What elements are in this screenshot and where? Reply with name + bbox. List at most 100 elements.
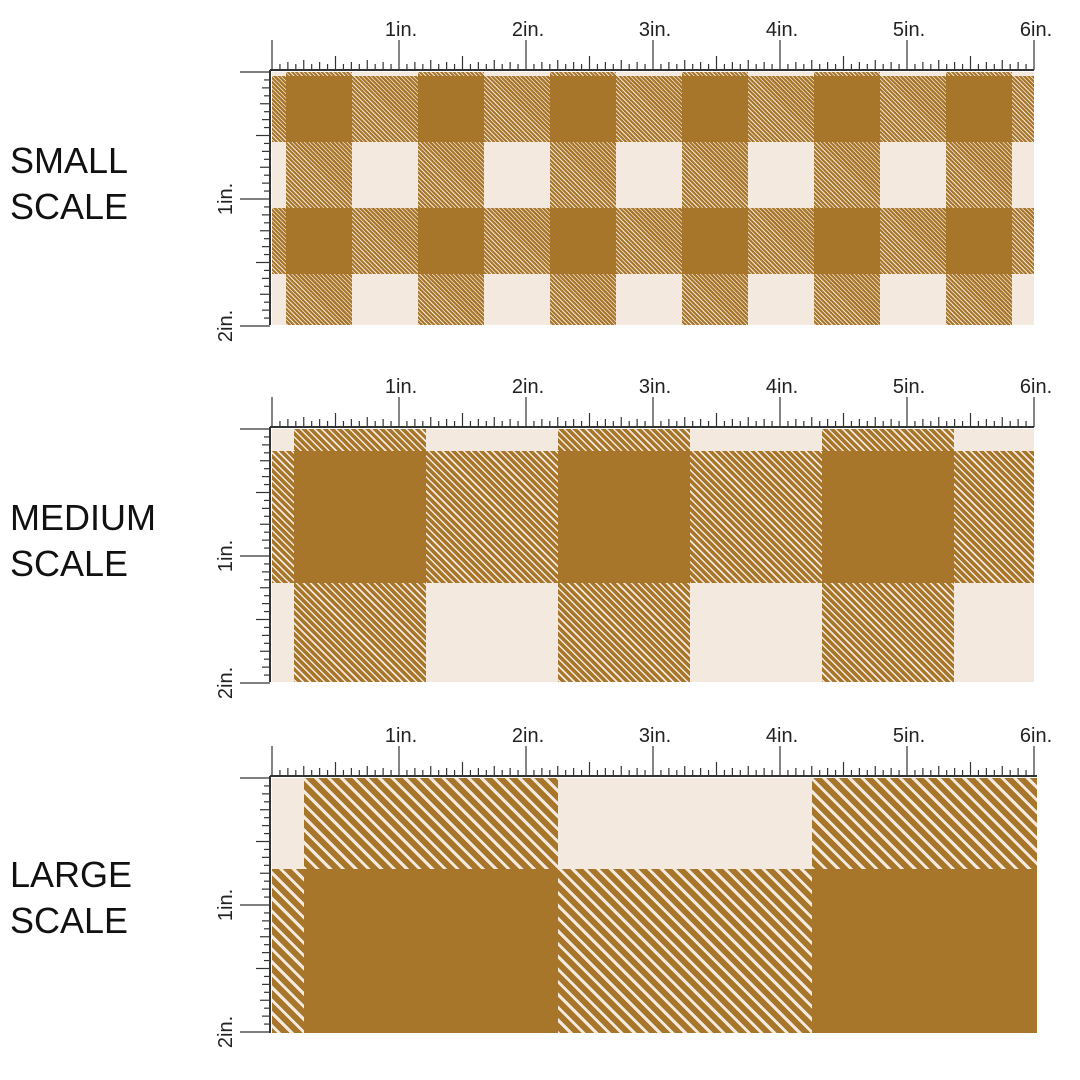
ruler-left-label: 2in. [215, 310, 237, 342]
check-square-striped [557, 429, 691, 452]
ruler-top-label: 4in. [766, 19, 798, 41]
check-square-solid [285, 75, 353, 143]
check-square-solid [682, 75, 750, 143]
ruler-top-label: 5in. [893, 19, 925, 41]
check-square-striped [272, 207, 287, 275]
ruler-left-label: 1in. [215, 183, 237, 215]
check-square-solid [418, 75, 486, 143]
check-square-striped [946, 273, 1014, 325]
ruler-top-label: 4in. [766, 725, 798, 747]
ruler-top-label: 4in. [766, 376, 798, 398]
check-square-cream [557, 778, 813, 871]
check-square-solid [821, 450, 955, 584]
scale-section-medium: MEDIUM SCALE 1in. 2in. 3in. 4in. 5in. 6in. 1in… [0, 357, 1080, 712]
ruler-top-label: 5in. [893, 376, 925, 398]
check-square-striped [484, 207, 552, 275]
check-square-striped [814, 72, 882, 77]
check-square-cream [425, 429, 559, 452]
check-square-striped [293, 582, 427, 682]
fabric-swatch-small [272, 72, 1034, 325]
check-square-cream [272, 141, 287, 209]
check-square-striped [814, 273, 882, 325]
check-square-cream [1012, 72, 1034, 77]
check-square-striped [272, 75, 287, 143]
check-square-cream [616, 141, 684, 209]
check-square-striped [285, 141, 353, 209]
check-square-solid [814, 75, 882, 143]
scale-label-line1: SMALL [10, 140, 129, 181]
ruler-large: 1in. 2in. 3in. 4in. 5in. 6in. 1in. 2in. [215, 725, 1052, 1048]
ruler-top-label: 1in. [385, 19, 417, 41]
check-square-solid [550, 207, 618, 275]
ruler-left-label: 2in. [215, 667, 237, 699]
ruler-left-label: 1in. [215, 889, 237, 921]
check-square-solid [946, 207, 1014, 275]
check-square-striped [285, 273, 353, 325]
check-square-solid [418, 207, 486, 275]
ruler-top-label: 6in. [1020, 19, 1052, 41]
ruler-top-label: 3in. [639, 19, 671, 41]
check-square-cream [352, 72, 420, 77]
scale-label-line2: SCALE [10, 900, 129, 941]
check-square-cream [880, 273, 948, 325]
check-square-solid [303, 869, 559, 1033]
check-square-striped [1012, 207, 1034, 275]
check-square-striped [946, 141, 1014, 209]
check-square-cream [1012, 141, 1034, 209]
check-square-cream [484, 72, 552, 77]
ruler-small: 1in. 2in. 3in. 4in. 5in. 6in. 1in. 2in. [215, 19, 1052, 342]
check-square-cream [425, 582, 559, 682]
check-square-cream [484, 141, 552, 209]
check-square-striped [689, 450, 823, 584]
check-square-striped [748, 75, 816, 143]
check-square-striped [550, 141, 618, 209]
check-square-cream [953, 429, 1034, 452]
check-square-striped [293, 429, 427, 452]
check-square-striped [550, 273, 618, 325]
check-square-cream [689, 582, 823, 682]
check-square-striped [550, 72, 618, 77]
check-square-striped [821, 429, 955, 452]
check-square-cream [616, 273, 684, 325]
check-square-striped [821, 582, 955, 682]
fabric-swatch-large [272, 778, 1037, 1033]
scale-label-small: SMALL SCALE [10, 138, 128, 230]
check-square-striped [748, 207, 816, 275]
check-square-solid [550, 75, 618, 143]
check-square-striped [682, 273, 750, 325]
scale-label-large: LARGE SCALE [10, 852, 132, 944]
check-square-cream [1012, 273, 1034, 325]
check-square-striped [616, 207, 684, 275]
check-square-striped [682, 141, 750, 209]
check-square-striped [880, 207, 948, 275]
ruler-left-label: 2in. [215, 1016, 237, 1048]
ruler-left-label: 1in. [215, 540, 237, 572]
check-square-cream [880, 141, 948, 209]
check-square-striped [303, 778, 559, 871]
check-square-striped [1012, 75, 1034, 143]
check-square-striped [484, 75, 552, 143]
check-square-cream [272, 72, 287, 77]
check-square-cream [953, 582, 1034, 682]
check-square-cream [880, 72, 948, 77]
check-square-striped [557, 869, 813, 1033]
check-square-solid [682, 207, 750, 275]
check-square-striped [880, 75, 948, 143]
check-square-striped [425, 450, 559, 584]
check-square-striped [814, 141, 882, 209]
ruler-top-label: 2in. [512, 19, 544, 41]
check-square-cream [352, 273, 420, 325]
check-square-striped [418, 72, 486, 77]
ruler-top-label: 1in. [385, 376, 417, 398]
ruler-top-label: 2in. [512, 725, 544, 747]
check-square-cream [272, 273, 287, 325]
scale-section-large: LARGE SCALE 1in. 2in. 3in. 4in. 5in. 6in. 1in.… [0, 710, 1080, 1065]
check-square-cream [484, 273, 552, 325]
check-square-striped [811, 778, 1037, 871]
check-square-striped [682, 72, 750, 77]
check-square-striped [285, 72, 353, 77]
check-square-striped [418, 141, 486, 209]
check-square-striped [946, 72, 1014, 77]
scale-label-line1: MEDIUM [10, 497, 156, 538]
check-square-solid [557, 450, 691, 584]
